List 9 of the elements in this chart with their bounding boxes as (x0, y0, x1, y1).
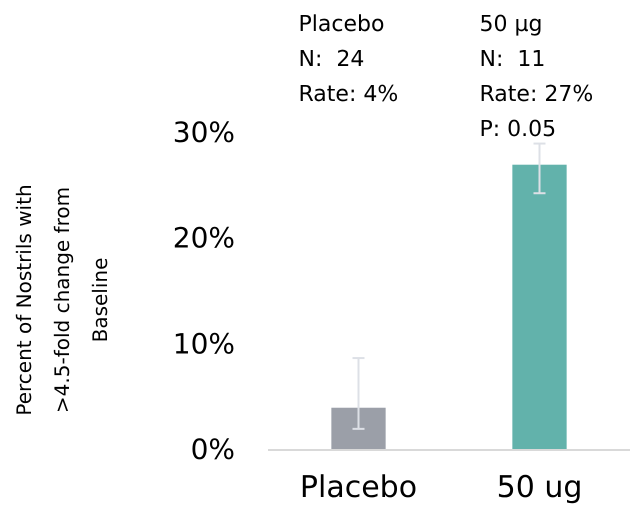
y-axis-title: Percent of Nostrils with >4.5-fold change from Baseline (12, 184, 112, 416)
y-tick-label: 0% (190, 432, 235, 466)
x-tick-label: 50 ug (496, 470, 582, 505)
annotation: 50 µg N: 11 Rate: 27% P: 0.05 (480, 12, 594, 142)
text: Placebo N: 24 Rate: 4% (298, 12, 398, 107)
y-tick-label: 10% (172, 327, 235, 360)
y-tick-label: 30% (172, 116, 235, 149)
y-tick-label: 20% (172, 222, 235, 255)
x-tick-label: Placebo (300, 470, 418, 505)
